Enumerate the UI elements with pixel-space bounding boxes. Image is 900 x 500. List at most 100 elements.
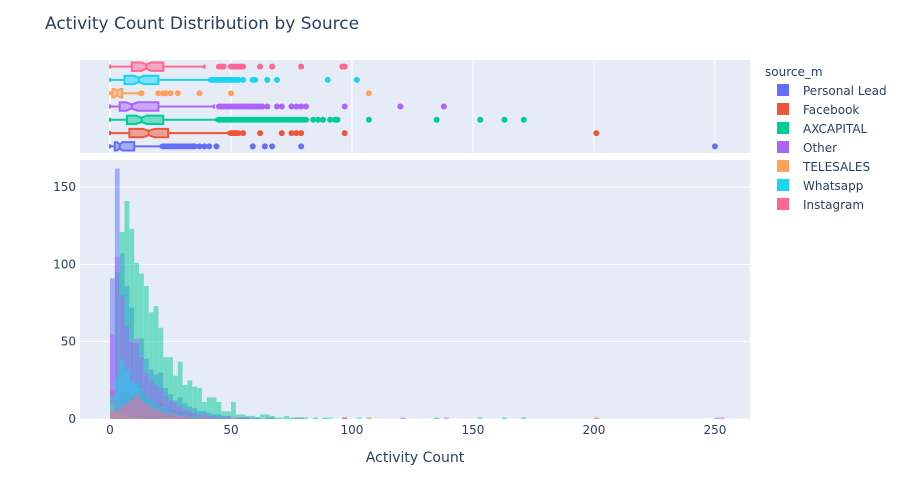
box-outlier-point <box>302 116 309 123</box>
legend-item-instagram[interactable]: Instagram <box>777 198 864 212</box>
histogram-bar <box>124 369 130 419</box>
box-outlier-point <box>520 116 527 123</box>
histogram-bar <box>226 411 231 419</box>
histogram-bar <box>245 417 251 419</box>
histogram-bar <box>240 417 246 419</box>
histogram-bar <box>168 357 173 419</box>
histogram-bar <box>187 417 193 419</box>
histogram-bar <box>192 386 198 419</box>
box-outlier-point <box>310 116 317 123</box>
histogram-bar <box>134 338 140 419</box>
histogram-bar <box>182 415 188 419</box>
histogram-bar <box>260 414 265 419</box>
box-outlier-point <box>167 90 174 97</box>
legend-item-label: AXCAPITAL <box>803 122 868 136</box>
box-outlier-point <box>341 130 348 137</box>
legend-item-facebook[interactable]: Facebook <box>777 103 859 117</box>
histogram-bar <box>182 384 188 419</box>
x-tick-label: 200 <box>582 423 605 437</box>
histogram-bar <box>521 417 527 419</box>
histogram-bar <box>593 417 599 419</box>
box-plot-instagram <box>109 61 348 72</box>
histogram-bars <box>110 168 725 419</box>
histogram-bar <box>187 411 193 419</box>
histogram-bar <box>168 400 173 419</box>
box-outlier-point <box>213 143 220 150</box>
legend-item-telesales[interactable]: TELESALES <box>777 160 870 174</box>
histogram-bar <box>269 415 275 419</box>
histogram-bar <box>177 361 183 419</box>
box-outlier-point <box>155 90 162 97</box>
histogram-bar <box>298 417 304 419</box>
legend-item-axcapital[interactable]: AXCAPITAL <box>777 122 868 136</box>
histogram-bar <box>201 401 207 419</box>
histogram-bar <box>274 417 280 419</box>
histogram-bar <box>356 417 362 419</box>
box-outlier-point <box>293 130 300 137</box>
histogram-bar <box>119 295 125 419</box>
histogram-bar <box>366 417 372 419</box>
box-outlier-point <box>298 63 305 70</box>
histogram-bar <box>250 417 256 419</box>
histogram-bar <box>110 395 115 419</box>
legend-item-label: Other <box>803 141 837 155</box>
histogram-bar <box>221 417 227 419</box>
box-outlier-point <box>201 143 208 150</box>
box-notched-body <box>130 61 165 72</box>
box-outlier-point <box>220 63 227 70</box>
marginal-box-plots <box>109 61 718 152</box>
histogram-bar <box>110 411 115 419</box>
box-outlier-point <box>324 76 331 83</box>
box-outlier-point <box>293 103 300 110</box>
box-outlier-point <box>302 103 309 110</box>
histogram-bar <box>163 412 169 419</box>
legend-item-whatsapp[interactable]: Whatsapp <box>777 179 863 193</box>
histogram-bar <box>124 200 130 419</box>
histogram-bar <box>322 417 328 419</box>
histogram-bar <box>148 406 154 419</box>
box-outlier-point <box>273 103 280 110</box>
box-outlier-point <box>334 116 341 123</box>
histogram-bar <box>284 415 290 419</box>
histogram-bar <box>264 414 270 419</box>
box-outlier-point <box>327 116 334 123</box>
x-axis-title: Activity Count <box>366 450 465 466</box>
histogram-bar <box>119 406 125 419</box>
legend-item-personal-lead[interactable]: Personal Lead <box>777 84 887 98</box>
histogram-bar <box>255 417 261 419</box>
box-outlier-point <box>433 116 440 123</box>
box-plot-personal-lead <box>109 141 718 152</box>
histogram-bar <box>114 256 120 419</box>
histogram-bar <box>327 417 333 419</box>
histogram-bar <box>168 414 173 419</box>
histogram-bar <box>129 400 135 419</box>
histogram-bar <box>434 417 440 419</box>
box-outlier-point <box>261 143 268 150</box>
histogram-bar <box>293 417 299 419</box>
box-outlier-point <box>319 116 326 123</box>
y-tick-label: 100 <box>53 257 76 271</box>
y-tick-label: 50 <box>61 335 76 349</box>
legend-swatch-icon <box>777 179 789 191</box>
histogram-bar <box>148 380 154 419</box>
legend-title: source_m <box>765 65 823 79</box>
histogram-bar <box>264 417 270 419</box>
legend-swatch-icon <box>777 122 789 134</box>
box-outlier-point <box>341 103 348 110</box>
histogram-bar <box>235 414 241 419</box>
histogram-bar <box>230 417 236 419</box>
legend-swatch-icon <box>777 160 789 172</box>
histogram-series-instagram <box>110 395 348 419</box>
histogram-bar <box>110 333 115 419</box>
histogram-bar <box>119 360 125 419</box>
histogram-bar <box>211 417 217 419</box>
histogram-bar <box>477 417 483 419</box>
box-outlier-point <box>264 103 271 110</box>
histogram-bar <box>221 411 227 419</box>
box-outlier-point <box>235 130 242 137</box>
histogram-bar <box>211 397 217 419</box>
histogram-bar <box>206 397 212 419</box>
legend-item-other[interactable]: Other <box>777 141 837 155</box>
y-tick-label: 150 <box>53 180 76 194</box>
box-outlier-point <box>298 143 305 150</box>
